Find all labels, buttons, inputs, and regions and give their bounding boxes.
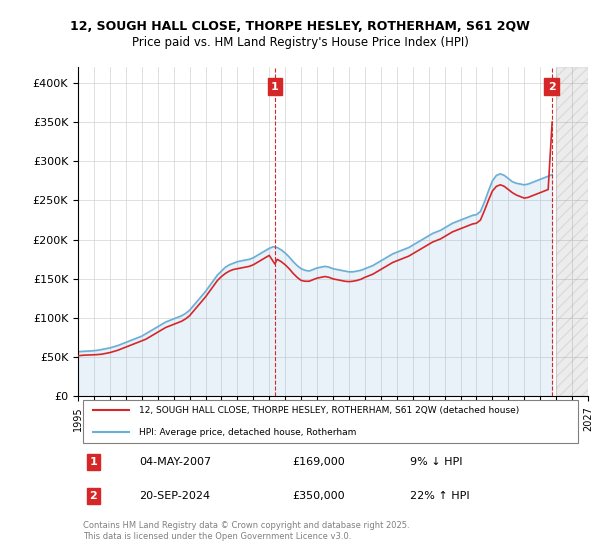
Bar (556, 67, 588, 396)
Text: 9% ↓ HPI: 9% ↓ HPI (409, 457, 462, 467)
Text: £169,000: £169,000 (292, 457, 345, 467)
Text: 20-SEP-2024: 20-SEP-2024 (139, 491, 211, 501)
Text: 12, SOUGH HALL CLOSE, THORPE HESLEY, ROTHERHAM, S61 2QW: 12, SOUGH HALL CLOSE, THORPE HESLEY, ROT… (70, 20, 530, 32)
Text: Price paid vs. HM Land Registry's House Price Index (HPI): Price paid vs. HM Land Registry's House … (131, 36, 469, 49)
Text: 22% ↑ HPI: 22% ↑ HPI (409, 491, 469, 501)
Text: 1: 1 (271, 82, 279, 92)
Text: 12, SOUGH HALL CLOSE, THORPE HESLEY, ROTHERHAM, S61 2QW (detached house): 12, SOUGH HALL CLOSE, THORPE HESLEY, ROT… (139, 406, 520, 415)
Text: HPI: Average price, detached house, Rotherham: HPI: Average price, detached house, Roth… (139, 428, 356, 437)
Text: £350,000: £350,000 (292, 491, 345, 501)
Text: 2: 2 (548, 82, 556, 92)
Text: 04-MAY-2007: 04-MAY-2007 (139, 457, 211, 467)
Text: 1: 1 (89, 457, 97, 467)
Text: Contains HM Land Registry data © Crown copyright and database right 2025.
This d: Contains HM Land Registry data © Crown c… (83, 521, 410, 541)
FancyBboxPatch shape (83, 400, 578, 444)
Text: 2: 2 (89, 491, 97, 501)
